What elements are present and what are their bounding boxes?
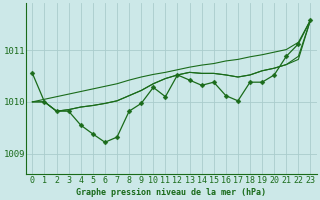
X-axis label: Graphe pression niveau de la mer (hPa): Graphe pression niveau de la mer (hPa) — [76, 188, 267, 197]
